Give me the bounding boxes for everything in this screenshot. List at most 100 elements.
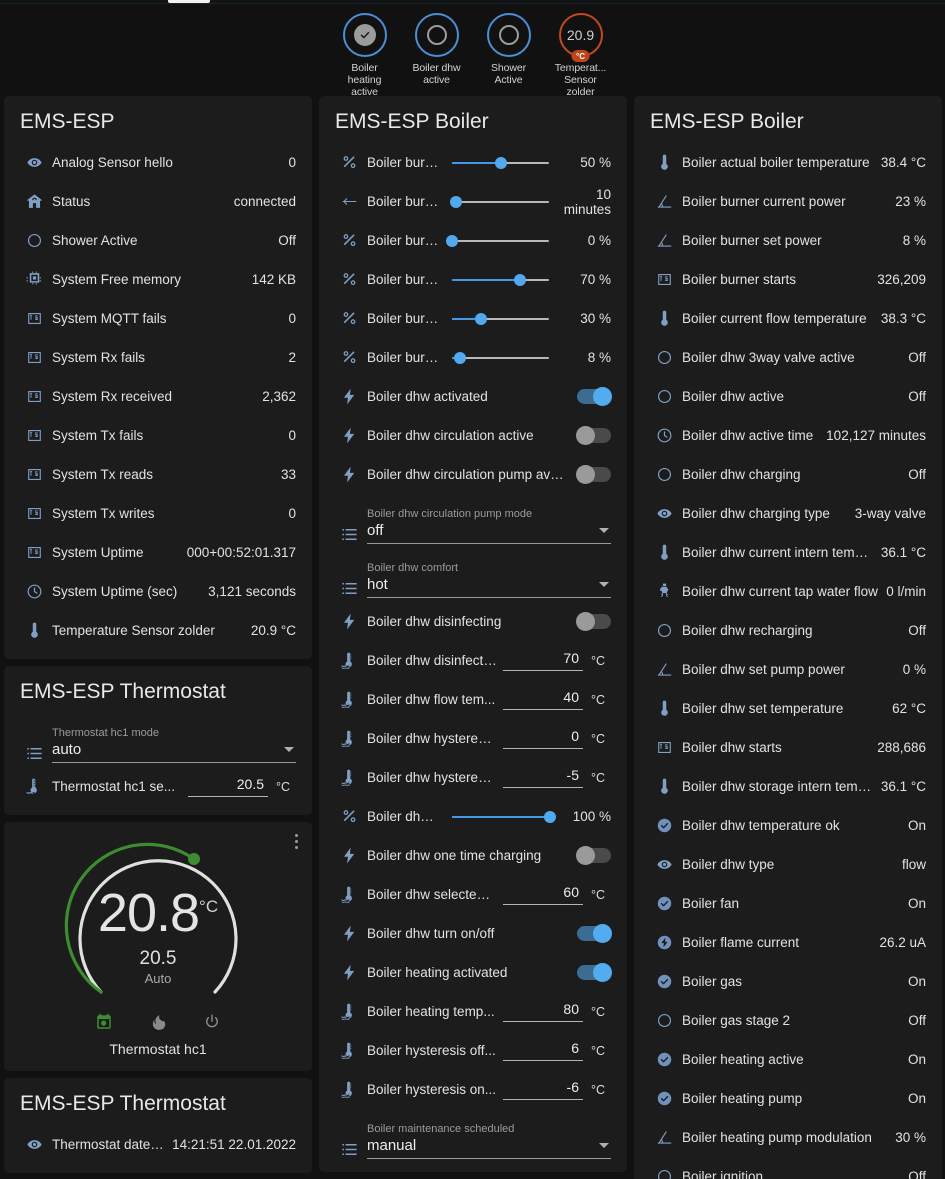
dial-arc[interactable]: [63, 834, 253, 1024]
toggle-row[interactable]: Boiler dhw activated: [319, 377, 627, 416]
number-row[interactable]: Boiler dhw hysteresi... 0 °C: [319, 719, 627, 758]
entity-row[interactable]: Boiler dhw current intern temperature36.…: [634, 533, 942, 572]
toggle-row[interactable]: Boiler dhw one time charging: [319, 836, 627, 875]
chevron-down-icon[interactable]: [599, 582, 609, 587]
entity-row[interactable]: Boiler dhw active Off: [634, 377, 942, 416]
entity-row[interactable]: Boiler dhw charging Off: [634, 455, 942, 494]
badge-circle[interactable]: [414, 13, 459, 57]
toggle-row[interactable]: Boiler dhw circulation active: [319, 416, 627, 455]
badge-circle[interactable]: [486, 13, 531, 57]
slider-control[interactable]: [446, 232, 553, 250]
toggle-switch[interactable]: [576, 846, 611, 865]
calendar-clock-icon[interactable]: [95, 1013, 113, 1031]
toggle-switch[interactable]: [576, 612, 611, 631]
number-input[interactable]: -5: [503, 767, 583, 788]
slider-control[interactable]: [448, 193, 553, 211]
entity-row[interactable]: System Rx fails 2: [4, 338, 312, 377]
slider-row[interactable]: Boiler burner min po... 0 %: [319, 221, 627, 260]
entity-row[interactable]: Boiler dhw set pump power 0 %: [634, 650, 942, 689]
entity-row[interactable]: Thermostat date/time 14:21:51 22.01.2022: [4, 1125, 312, 1164]
entity-row[interactable]: Boiler current flow temperature 38.3 °C: [634, 299, 942, 338]
select-control[interactable]: Boiler dhw circulation pump mode off: [367, 508, 611, 544]
slider-control[interactable]: [448, 808, 556, 826]
entity-row[interactable]: Status connected: [4, 182, 312, 221]
select-row[interactable]: Boiler maintenance scheduled manual: [319, 1109, 627, 1163]
toggle-row[interactable]: Boiler heating activated: [319, 953, 627, 992]
thermostat-mode-row[interactable]: Thermostat hc1 mode auto: [4, 713, 312, 767]
toggle-row[interactable]: Boiler dhw circulation pump available: [319, 455, 627, 494]
number-input[interactable]: 40: [503, 689, 583, 710]
number-row[interactable]: Boiler heating temp... 80 °C: [319, 992, 627, 1031]
thermostat-setpoint-row[interactable]: Thermostat hc1 se... 20.5 °C: [4, 767, 312, 806]
number-row[interactable]: Boiler hysteresis on... -6 °C: [319, 1070, 627, 1109]
flame-icon[interactable]: [149, 1013, 167, 1031]
number-input[interactable]: 80: [503, 1001, 583, 1022]
slider-control[interactable]: [448, 349, 553, 367]
select-control[interactable]: Boiler maintenance scheduled manual: [367, 1123, 611, 1159]
toggle-switch[interactable]: [577, 387, 612, 406]
entity-row[interactable]: Boiler heating pump On: [634, 1079, 942, 1118]
badge-0[interactable]: Boiler heating active: [334, 13, 396, 98]
badge-circle[interactable]: [342, 13, 387, 57]
entity-row[interactable]: System Rx received 2,362: [4, 377, 312, 416]
number-input[interactable]: 0: [503, 728, 583, 749]
entity-row[interactable]: System MQTT fails 0: [4, 299, 312, 338]
slider-row[interactable]: Boiler burner max po... 50 %: [319, 143, 627, 182]
slider-row[interactable]: Boiler dhw max power 100 %: [319, 797, 627, 836]
slider-row[interactable]: Boiler burner selecte... 8 %: [319, 338, 627, 377]
chevron-down-icon[interactable]: [599, 528, 609, 533]
slider-knob[interactable]: [514, 273, 527, 286]
entity-row[interactable]: Boiler dhw starts 288,686: [634, 728, 942, 767]
entity-row[interactable]: Boiler ignition Off: [634, 1157, 942, 1179]
slider-knob[interactable]: [494, 156, 507, 169]
select-row[interactable]: Boiler dhw comfort hot: [319, 548, 627, 602]
number-input[interactable]: -6: [503, 1079, 583, 1100]
number-row[interactable]: Boiler dhw hysteresi... -5 °C: [319, 758, 627, 797]
select-control[interactable]: Boiler dhw comfort hot: [367, 562, 611, 598]
slider-control[interactable]: [448, 310, 553, 328]
entity-row[interactable]: Boiler dhw type flow: [634, 845, 942, 884]
number-row[interactable]: Boiler dhw flow tem... 40 °C: [319, 680, 627, 719]
thermostat-dial[interactable]: 20.8°C 20.5 Auto: [63, 834, 253, 1009]
entity-row[interactable]: Boiler fan On: [634, 884, 942, 923]
entity-row[interactable]: System Tx writes 0: [4, 494, 312, 533]
entity-row[interactable]: Analog Sensor hello 0: [4, 143, 312, 182]
entity-row[interactable]: Boiler burner starts 326,209: [634, 260, 942, 299]
power-icon[interactable]: [203, 1013, 221, 1031]
number-row[interactable]: Boiler dhw selected ... 60 °C: [319, 875, 627, 914]
more-options-icon[interactable]: [295, 834, 298, 849]
number-row[interactable]: Boiler hysteresis off... 6 °C: [319, 1031, 627, 1070]
entity-row[interactable]: Boiler flame current 26.2 uA: [634, 923, 942, 962]
slider-knob[interactable]: [543, 810, 556, 823]
entity-row[interactable]: Boiler dhw set temperature 62 °C: [634, 689, 942, 728]
entity-row[interactable]: System Tx reads 33: [4, 455, 312, 494]
slider-knob[interactable]: [475, 312, 488, 325]
slider-row[interactable]: Boiler burner pump ... 30 %: [319, 299, 627, 338]
entity-row[interactable]: Boiler dhw current tap water flow 0 l/min: [634, 572, 942, 611]
number-input[interactable]: 6: [503, 1040, 583, 1061]
entity-row[interactable]: Boiler burner current power 23 %: [634, 182, 942, 221]
entity-row[interactable]: Boiler dhw 3way valve active Off: [634, 338, 942, 377]
number-input[interactable]: 70: [503, 650, 583, 671]
badge-circle[interactable]: 20.9 °C: [558, 13, 603, 62]
entity-row[interactable]: Boiler dhw temperature ok On: [634, 806, 942, 845]
slider-knob[interactable]: [449, 195, 462, 208]
entity-row[interactable]: Boiler dhw recharging Off: [634, 611, 942, 650]
thermostat-mode-select[interactable]: Thermostat hc1 mode auto: [52, 727, 296, 763]
entity-row[interactable]: Boiler heating active On: [634, 1040, 942, 1079]
toggle-row[interactable]: Boiler dhw turn on/off: [319, 914, 627, 953]
select-row[interactable]: Boiler dhw circulation pump mode off: [319, 494, 627, 548]
toggle-row[interactable]: Boiler dhw disinfecting: [319, 602, 627, 641]
slider-control[interactable]: [448, 154, 553, 172]
entity-row[interactable]: Boiler burner set power 8 %: [634, 221, 942, 260]
toggle-switch[interactable]: [577, 963, 612, 982]
entity-row[interactable]: System Uptime (sec) 3,121 seconds: [4, 572, 312, 611]
entity-row[interactable]: Boiler gas stage 2 Off: [634, 1001, 942, 1040]
entity-row[interactable]: Boiler gas On: [634, 962, 942, 1001]
entity-row[interactable]: Boiler dhw active time 102,127 minutes: [634, 416, 942, 455]
number-input[interactable]: 60: [503, 884, 583, 905]
thermostat-setpoint-input[interactable]: 20.5: [188, 776, 268, 797]
entity-row[interactable]: System Tx fails 0: [4, 416, 312, 455]
chevron-down-icon[interactable]: [599, 1143, 609, 1148]
